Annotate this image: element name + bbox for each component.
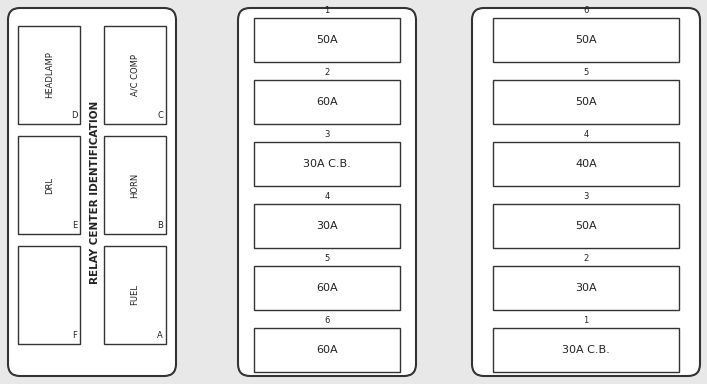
Bar [18,246,80,344]
Text: 3: 3 [325,130,329,139]
Text: F: F [72,331,77,340]
Text: 4: 4 [325,192,329,201]
Text: 50A: 50A [575,35,597,45]
Text: 50A: 50A [575,221,597,231]
Text: 30A C.B.: 30A C.B. [562,345,610,355]
Text: RELAY CENTER IDENTIFICATION: RELAY CENTER IDENTIFICATION [90,100,100,284]
Bar [18,136,80,234]
Text: 30A: 30A [575,283,597,293]
Text: B: B [157,221,163,230]
Text: HORN: HORN [130,172,139,198]
Text: 1: 1 [325,6,329,15]
Text: FUEL: FUEL [130,285,139,305]
Text: 30A: 30A [316,221,338,231]
Bar [254,80,400,124]
Bar [18,26,80,124]
Text: 5: 5 [325,254,329,263]
Bar [104,246,166,344]
Text: A/C COMP: A/C COMP [130,54,139,96]
Text: C: C [157,111,163,120]
Text: 60A: 60A [316,97,338,107]
Text: 40A: 40A [575,159,597,169]
Bar [493,266,679,310]
Bar [254,328,400,372]
Text: 6: 6 [583,6,589,15]
Text: 60A: 60A [316,283,338,293]
Text: 6: 6 [325,316,329,325]
Text: 30A C.B.: 30A C.B. [303,159,351,169]
FancyBboxPatch shape [8,8,176,376]
Bar [104,136,166,234]
Text: 60A: 60A [316,345,338,355]
Text: 50A: 50A [575,97,597,107]
Bar [493,328,679,372]
Bar [254,204,400,248]
Bar [104,26,166,124]
Text: D: D [71,111,77,120]
Bar [493,80,679,124]
Bar [493,204,679,248]
Text: HEADLAMP: HEADLAMP [45,51,54,98]
Text: 1: 1 [583,316,589,325]
Text: 3: 3 [583,192,589,201]
Text: 5: 5 [583,68,589,77]
Text: A: A [157,331,163,340]
Bar [254,266,400,310]
Text: 2: 2 [325,68,329,77]
Text: 4: 4 [583,130,589,139]
Bar [254,142,400,186]
Text: DRL: DRL [45,177,54,194]
Bar [493,18,679,62]
FancyBboxPatch shape [472,8,700,376]
Text: E: E [72,221,77,230]
FancyBboxPatch shape [238,8,416,376]
Bar [254,18,400,62]
Text: 2: 2 [583,254,589,263]
Text: 50A: 50A [316,35,338,45]
Bar [493,142,679,186]
